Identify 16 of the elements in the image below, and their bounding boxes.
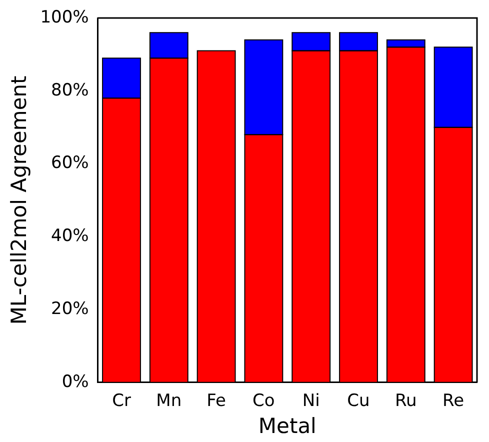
x-tick-label: Cu	[347, 391, 370, 412]
x-tick-label: Re	[442, 391, 464, 412]
y-tick-label: 60%	[51, 153, 89, 174]
y-tick-label: 40%	[51, 226, 89, 246]
y-tick-label: 20%	[51, 298, 89, 319]
x-tick-label: Co	[252, 391, 275, 412]
y-tick-label: 80%	[51, 80, 89, 100]
x-tick-label: Cr	[112, 391, 131, 412]
y-tick-label: 0%	[62, 372, 89, 392]
x-tick-label: Mn	[156, 391, 182, 412]
y-axis-title: ML-cell2mol Agreement	[7, 76, 32, 325]
x-axis-title: Metal	[258, 414, 316, 438]
x-tick-label: Ru	[394, 391, 417, 412]
x-tick-label: Ni	[302, 391, 320, 412]
x-tick-label: Fe	[206, 391, 226, 412]
y-tick-label: 100%	[40, 7, 89, 28]
